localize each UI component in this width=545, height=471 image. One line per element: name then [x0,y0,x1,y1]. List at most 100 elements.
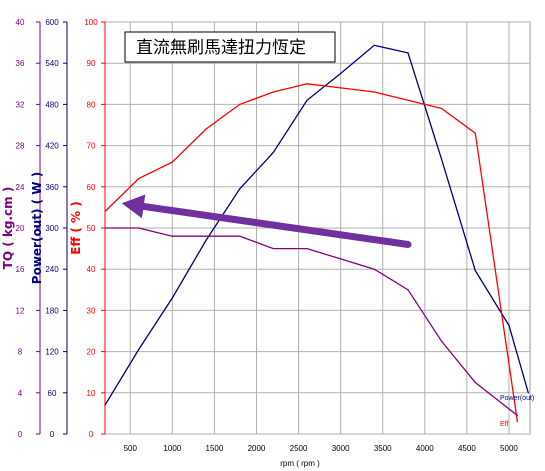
tq-tick-label: 28 [16,142,25,151]
data-point [441,158,443,160]
data-point [474,269,476,272]
data-point [171,297,173,299]
data-point [340,72,342,75]
data-point [272,151,274,154]
eff-tick-label: 70 [87,142,96,151]
tq-tick-label: 16 [16,265,25,274]
tq-tick-label: 36 [16,59,25,68]
power-tick-label: 0 [50,430,55,439]
eff-tick-label: 100 [84,18,98,27]
arrow-shaft [140,202,412,248]
eff-axis-title: Eff ( % ) [69,201,83,254]
data-point [306,248,308,250]
data-point [239,188,241,190]
data-point [373,44,375,46]
power-tick-label: 180 [45,306,59,315]
data-point [239,235,241,237]
tq-tick-label: 20 [16,224,25,233]
x-tick-label: 3000 [332,444,350,453]
tq-tick-label: 0 [18,430,23,439]
data-point [104,404,106,406]
data-point [474,132,476,134]
grid [104,21,531,435]
power-axis-title: Power(out) ( W ) [30,172,44,284]
power-tick-label: 120 [45,348,59,357]
tq-tick-label: 8 [18,348,23,357]
data-point [340,258,342,260]
data-point [205,239,207,241]
series-labels: Power(out) Eff [500,395,534,428]
power-tick-label: 60 [48,389,57,398]
data-point [138,177,140,180]
tq-tick-label: 32 [16,100,25,109]
power-tick-label: 360 [45,183,59,192]
eff-tick-label: 90 [87,59,96,68]
x-tick-label: 1000 [163,444,181,453]
x-tick-label: 4500 [458,444,476,453]
data-point [306,99,308,101]
power-tick-label: 600 [45,18,59,27]
chart-title: 直流無刷馬達扭力恆定 [136,38,306,58]
data-point [407,52,409,54]
data-point [205,235,207,237]
eff-tick-label: 80 [87,100,96,109]
x-tick-label: 1500 [206,444,224,453]
power-tick-label: 300 [45,224,59,233]
data-point [239,103,241,105]
data-point [104,227,106,229]
series-label-eff: Eff [500,421,508,428]
eff-tick-label: 60 [87,183,96,192]
tq-tick-label: 4 [18,389,23,398]
axes: 500 1000 1500 2000 2500 3000 3500 4000 4500 50000… [1,18,518,453]
arrow-head [121,194,146,219]
tq-tick-label: 40 [16,18,25,27]
data-point [508,324,510,327]
eff-tick-label: 20 [87,348,96,357]
x-tick-label: 3500 [374,444,392,453]
power-tick-label: 240 [45,265,59,274]
data-point [272,91,274,93]
eff-tick-label: 50 [87,224,96,233]
eff-tick-label: 40 [87,265,96,274]
data-point [138,348,140,351]
tq-tick-label: 12 [16,306,25,315]
tq-tick-label: 24 [16,183,25,192]
data-point [138,227,140,229]
data-point [272,248,274,250]
data-point [306,83,308,85]
x-axis-title: rpm ( rpm ) [280,459,320,468]
series-label-power: Power(out) [500,395,534,402]
data-point [516,421,518,423]
tq-axis-title: TQ ( kg.cm ) [1,187,15,270]
power-tick-label: 480 [45,100,59,109]
annotation-arrow [121,194,412,248]
data-point [516,414,518,417]
power-tick-label: 540 [45,59,59,68]
data-point [407,99,409,101]
data-point [441,340,443,342]
series-line-powerout [104,44,529,406]
data-point [340,87,342,89]
data-point [171,161,173,163]
data-point [373,268,375,270]
data-point [373,91,375,93]
data-point [104,210,106,213]
power-tick-label: 420 [45,142,59,151]
data-point [441,107,443,110]
eff-tick-label: 30 [87,306,96,315]
x-tick-label: 4000 [416,444,434,453]
data-point [474,381,476,384]
series-group [104,44,529,423]
data-point [407,289,409,291]
data-point [171,235,173,237]
data-point [527,392,529,394]
eff-tick-label: 0 [89,430,94,439]
x-tick-label: 5000 [500,444,518,453]
data-point [205,128,207,130]
x-tick-label: 2500 [290,444,308,453]
chart-title-box: 直流無刷馬達扭力恆定 [124,31,336,63]
x-tick-label: 500 [124,444,138,453]
x-tick-label: 2000 [248,444,266,453]
eff-tick-label: 10 [87,389,96,398]
